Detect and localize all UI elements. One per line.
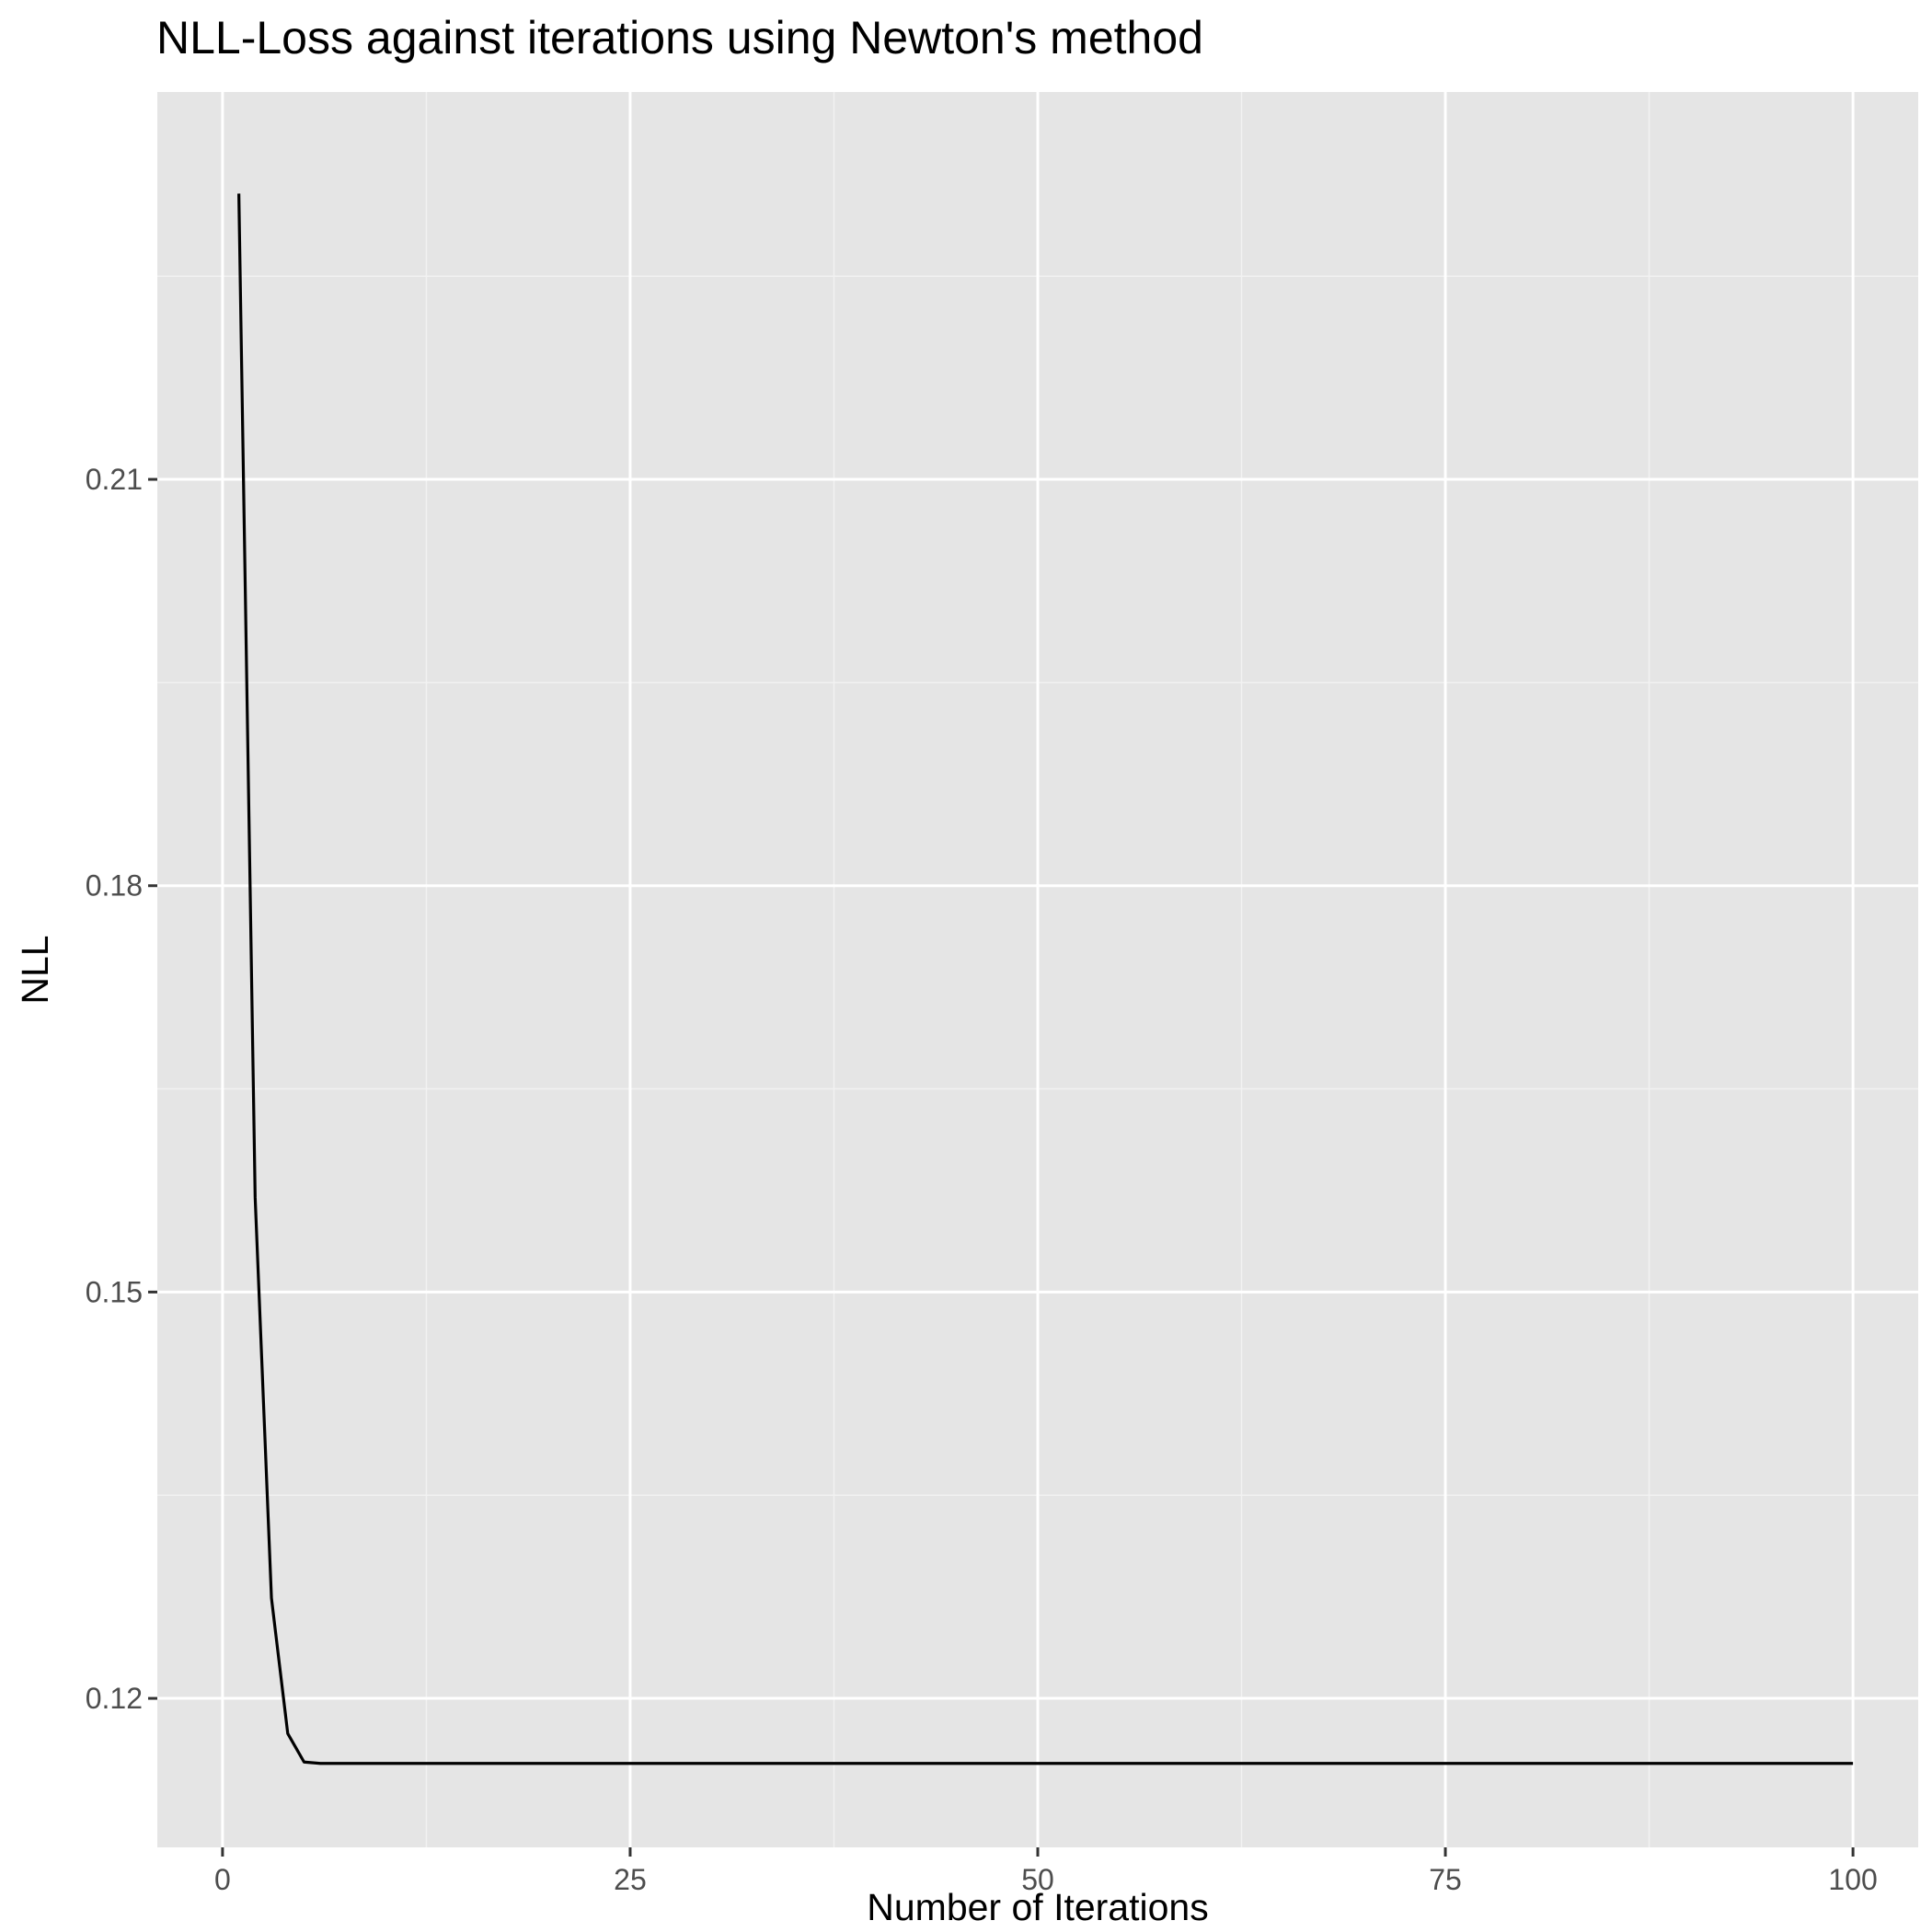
major-gridlines (157, 92, 1918, 1847)
x-tick-label: 75 (1429, 1863, 1462, 1896)
y-tick-label: 0.15 (86, 1275, 143, 1308)
x-tick-label: 25 (614, 1863, 647, 1896)
series-layer (237, 193, 1854, 1765)
y-tick-label: 0.21 (86, 463, 143, 496)
x-tick-label: 100 (1828, 1863, 1877, 1896)
y-tick-label: 0.12 (86, 1682, 143, 1715)
y-axis-title: NLL (14, 935, 56, 1004)
chart-title: NLL-Loss against iterations using Newton… (156, 12, 1203, 63)
x-axis-title: Number of Iterations (867, 1886, 1208, 1928)
x-axis: 0 25 50 75 100 (214, 1847, 1878, 1896)
series-line (237, 193, 1854, 1765)
y-tick-label: 0.18 (86, 869, 143, 903)
x-tick-label: 50 (1021, 1863, 1054, 1896)
x-tick-label: 0 (214, 1863, 231, 1896)
y-axis: 0.12 0.15 0.18 0.21 (86, 463, 157, 1715)
